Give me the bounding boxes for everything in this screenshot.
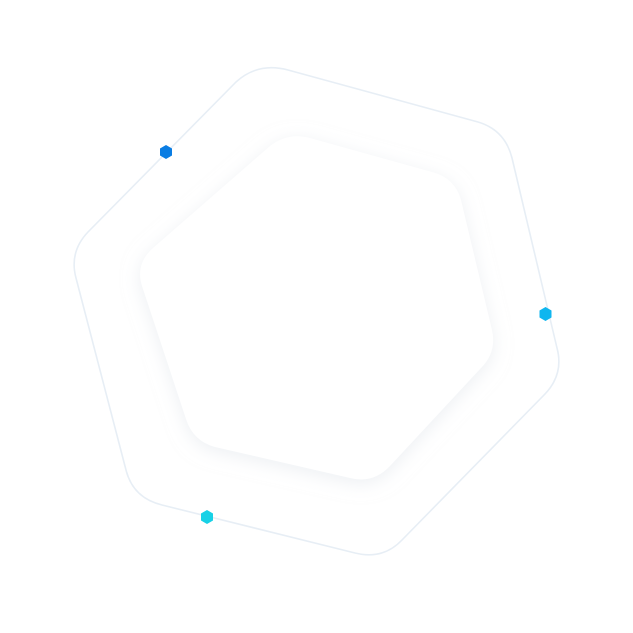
inner-hexagon-tile [140,136,494,480]
cyan-hexagon-marker [201,510,213,524]
outer-hexagon-frame [73,66,560,556]
sky-hexagon-marker [539,307,552,321]
blue-hexagon-marker [160,145,172,159]
